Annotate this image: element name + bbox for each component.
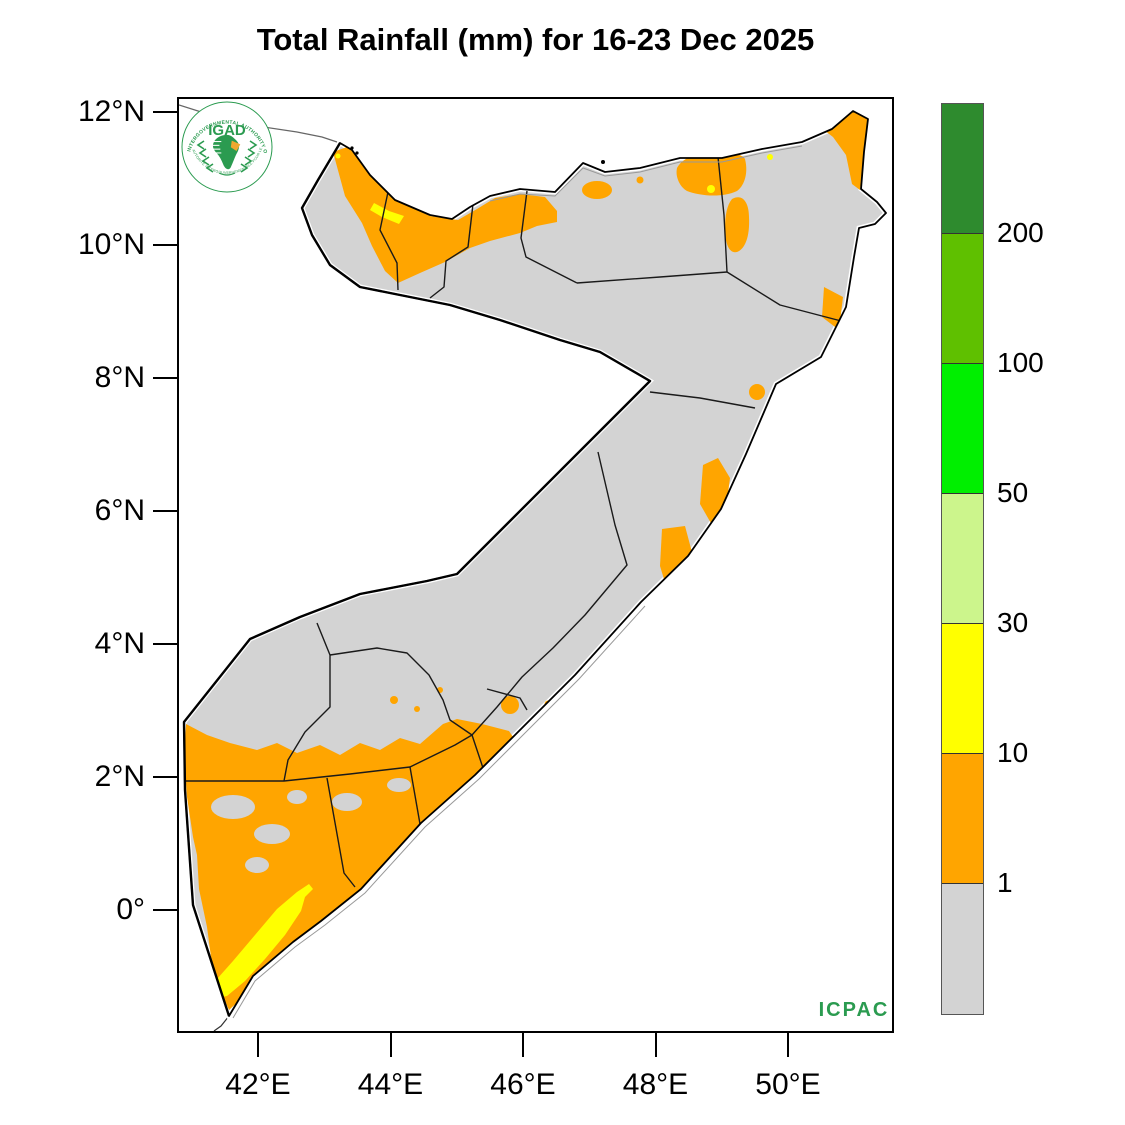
colorbar-segment [942,494,983,624]
colorbar-segment [942,364,983,494]
colorbar-label: 100 [997,347,1044,378]
admin-boundaries [185,156,846,888]
x-axis-tick-label: 42°E [225,1068,291,1101]
y-axis-tick-label: 6°N [94,494,145,527]
y-axis-tick-label: 2°N [94,760,145,793]
figure-title: Total Rainfall (mm) for 16-23 Dec 2025 [256,22,815,57]
y-axis-tick [153,776,177,778]
x-axis-tick-label: 48°E [622,1068,689,1101]
x-axis-tick [787,1033,789,1057]
colorbar-label: 30 [997,607,1029,638]
logo-africa-shape [208,134,241,170]
logo-igad-text: IGAD [208,122,246,139]
inner-coastline-line [489,145,803,202]
colorbar-label: 200 [997,217,1044,248]
colorbar-label: 10 [997,737,1029,768]
icpac-label: ICPAC [818,999,890,1021]
colorbar [941,103,984,1015]
colorbar-segment [942,624,983,754]
logo-laurel-chevrons [196,140,258,176]
x-axis-tick-label: 44°E [357,1068,424,1101]
x-axis-tick [257,1033,259,1057]
y-axis-tick-label: 4°N [94,627,145,660]
y-axis-tick-label: 12°N [77,95,145,128]
somalia-map-svg [179,104,890,1031]
national-border [182,142,652,1017]
colorbar-segment [942,234,983,364]
x-axis-tick [522,1033,524,1057]
y-axis-tick [153,909,177,911]
y-axis-tick-label: 10°N [77,228,145,261]
y-axis-tick [153,510,177,512]
y-axis-tick-label: 0° [116,893,145,926]
dry-holes-gray [211,778,411,873]
colorbar-segment [942,754,983,884]
rain-patches-10-30mm [207,153,773,999]
x-axis-tick [654,1033,657,1057]
colorbar-label: 1 [997,867,1013,898]
x-axis-tick-label: 46°E [490,1068,556,1101]
colorbar-segment [942,104,983,234]
x-axis-tick [389,1033,392,1057]
colorbar-segment [942,884,983,1014]
y-axis-tick [153,111,177,113]
map-plot-area: INTERGOVERNMENTAL AUTHORITY ON DEVELOPME… [177,97,894,1033]
y-axis-tick [153,643,177,645]
colorbar-label: 50 [997,477,1029,508]
y-axis-tick [153,244,177,246]
y-axis-tick-label: 8°N [94,361,145,394]
island-dots [350,146,605,164]
y-axis-tick [153,377,177,379]
x-axis-tick-label: 50°E [755,1068,821,1101]
igad-logo: INTERGOVERNMENTAL AUTHORITY ON DEVELOPME… [179,99,273,193]
